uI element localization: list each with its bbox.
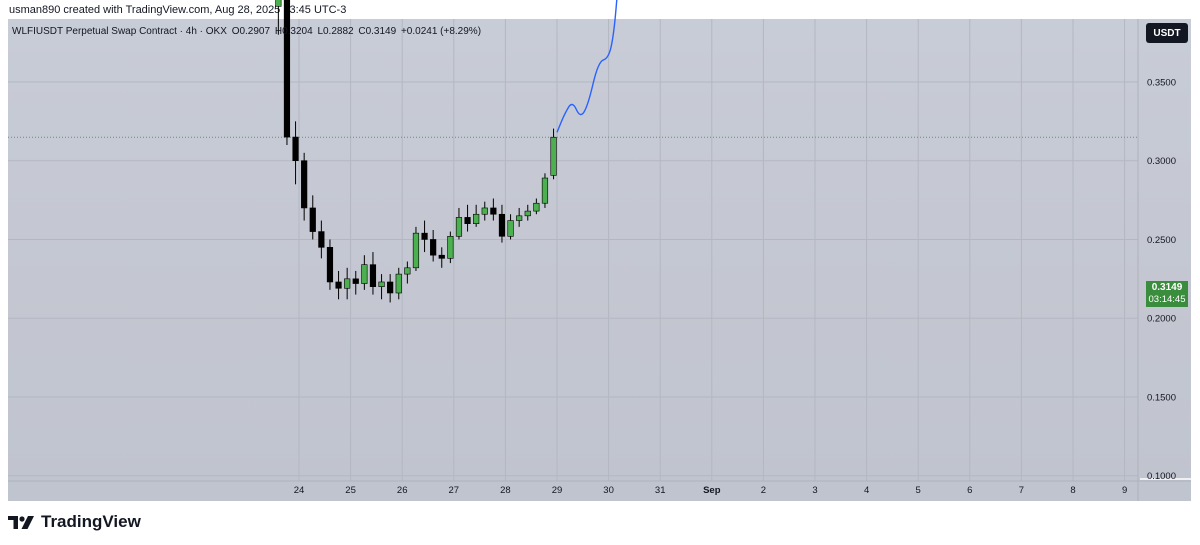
time-axis-label: 24 xyxy=(294,485,305,496)
candle-down xyxy=(438,254,445,259)
candle-down xyxy=(387,281,394,294)
candle-down xyxy=(430,239,437,256)
candle-up xyxy=(473,213,480,224)
legend-close: C0.3149 xyxy=(358,26,397,37)
time-axis-label: 31 xyxy=(655,485,666,496)
candle-up xyxy=(550,136,557,176)
candle-down xyxy=(498,213,506,237)
time-axis-label: 5 xyxy=(916,485,921,496)
chart-credit: usman890 created with TradingView.com, A… xyxy=(9,4,347,16)
time-axis-label: 27 xyxy=(449,485,460,496)
chart-pane[interactable] xyxy=(8,19,1191,501)
time-axis-label: 6 xyxy=(967,485,972,496)
candle-down xyxy=(326,247,334,283)
candle-up xyxy=(395,273,402,294)
time-axis-label: 9 xyxy=(1122,485,1127,496)
tradingview-logo-icon xyxy=(8,516,34,529)
candle-up xyxy=(507,220,514,237)
candle-up xyxy=(481,207,488,215)
candle-up xyxy=(541,177,549,204)
time-axis-label: 29 xyxy=(552,485,563,496)
price-axis-label: 0.3500 xyxy=(1147,77,1176,88)
candle-up xyxy=(516,215,523,221)
legend-open: O0.2907 xyxy=(231,26,271,37)
candle-up xyxy=(524,210,531,217)
time-axis-label: Sep xyxy=(703,485,721,496)
legend-symbol: WLFIUSDT Perpetual Swap Contract · 4h · … xyxy=(12,26,227,37)
candle-down xyxy=(490,207,497,215)
candle-down xyxy=(283,0,291,138)
candle-down xyxy=(464,217,471,224)
time-axis-label: 28 xyxy=(500,485,511,496)
candle-up xyxy=(447,236,454,259)
projection-path xyxy=(556,0,618,133)
legend-change: +0.0241 (+8.29%) xyxy=(400,26,482,37)
price-axis-label: 0.1000 xyxy=(1147,471,1176,482)
candle-up xyxy=(378,281,385,288)
tradingview-logo-text: TradingView xyxy=(41,512,141,531)
candle-countdown: 03:14:45 xyxy=(1148,294,1186,305)
candle-down xyxy=(369,264,377,287)
candle-up xyxy=(404,267,411,275)
time-axis-label: 25 xyxy=(345,485,356,496)
candle-down xyxy=(301,160,308,209)
candle-down xyxy=(309,207,316,232)
tradingview-logo[interactable]: TradingView xyxy=(8,512,141,532)
legend-low: L0.2882 xyxy=(317,26,354,37)
candle-up xyxy=(275,0,282,7)
time-axis-label: 4 xyxy=(864,485,869,496)
last-price-label: 0.3149 xyxy=(1151,282,1183,293)
symbol-legend: WLFIUSDT Perpetual Swap Contract · 4h · … xyxy=(12,26,483,37)
legend-high: H0.3204 xyxy=(274,26,313,37)
candle-up xyxy=(533,202,540,212)
currency-button[interactable]: USDT xyxy=(1146,23,1188,43)
time-axis-label: 8 xyxy=(1070,485,1075,496)
candle-up xyxy=(344,278,351,289)
time-axis-label: 2 xyxy=(761,485,766,496)
candle-down xyxy=(421,232,428,240)
candle-up xyxy=(412,232,420,269)
candle-down xyxy=(352,278,359,284)
candle-down xyxy=(335,281,342,289)
time-axis-label: 30 xyxy=(603,485,614,496)
last-price-tag: 0.3149 03:14:45 xyxy=(1146,281,1188,307)
candle-down xyxy=(292,136,299,161)
price-axis-label: 0.2000 xyxy=(1147,314,1176,325)
time-axis-label: 26 xyxy=(397,485,408,496)
price-axis-label: 0.2500 xyxy=(1147,235,1176,246)
candle-down xyxy=(318,231,325,248)
time-axis-label: 7 xyxy=(1019,485,1024,496)
price-axis-label: 0.3000 xyxy=(1147,156,1176,167)
candle-up xyxy=(455,217,463,237)
time-axis-label: 3 xyxy=(812,485,817,496)
candle-up xyxy=(361,264,368,284)
price-axis-label: 0.1500 xyxy=(1147,392,1176,403)
